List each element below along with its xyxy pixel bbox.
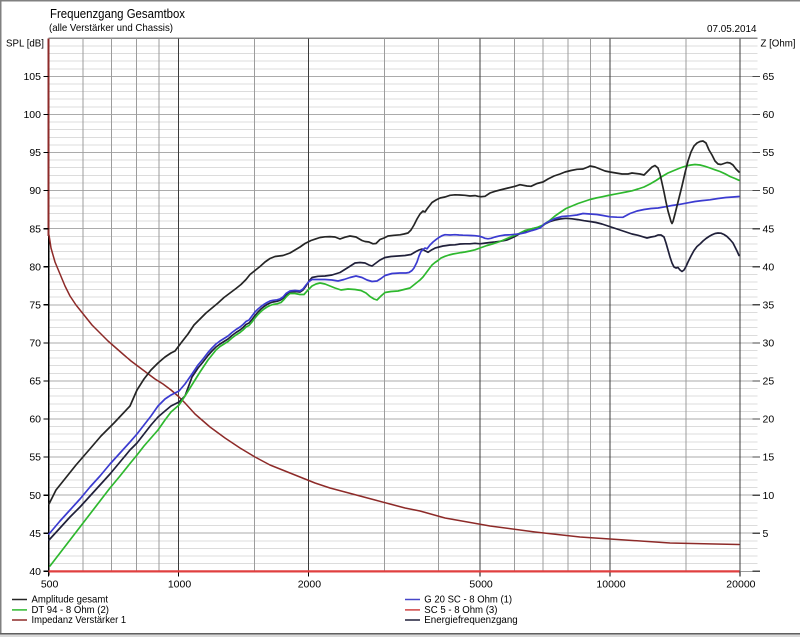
svg-text:70: 70	[29, 338, 41, 350]
svg-text:10000: 10000	[596, 579, 625, 591]
svg-text:Amplitude gesamt: Amplitude gesamt	[32, 595, 109, 606]
svg-text:07.05.2014: 07.05.2014	[707, 23, 757, 35]
svg-text:90: 90	[29, 185, 41, 197]
svg-text:55: 55	[29, 452, 41, 464]
svg-text:10: 10	[763, 490, 775, 502]
svg-text:DT 94 - 8 Ohm (2): DT 94 - 8 Ohm (2)	[32, 605, 110, 616]
svg-text:45: 45	[29, 528, 41, 540]
svg-text:45: 45	[763, 223, 775, 235]
svg-text:50: 50	[29, 490, 41, 502]
svg-text:65: 65	[29, 376, 41, 388]
svg-text:75: 75	[29, 299, 41, 311]
svg-text:15: 15	[763, 452, 775, 464]
svg-text:Impedanz Verstärker 1: Impedanz Verstärker 1	[32, 615, 127, 626]
svg-text:20000: 20000	[726, 579, 755, 591]
svg-text:5000: 5000	[469, 579, 493, 591]
svg-text:35: 35	[763, 299, 775, 311]
svg-text:(alle Verstärker und Chassis): (alle Verstärker und Chassis)	[49, 22, 173, 34]
svg-text:60: 60	[763, 109, 775, 121]
svg-text:2000: 2000	[298, 579, 322, 591]
svg-text:Energiefrequenzgang: Energiefrequenzgang	[424, 615, 517, 626]
svg-text:95: 95	[29, 147, 41, 159]
svg-text:55: 55	[763, 147, 775, 159]
svg-text:40: 40	[29, 566, 41, 578]
svg-text:85: 85	[29, 223, 41, 235]
svg-text:100: 100	[23, 109, 41, 121]
svg-text:Frequenzgang Gesamtbox: Frequenzgang Gesamtbox	[50, 6, 185, 21]
svg-text:40: 40	[763, 261, 775, 273]
svg-text:500: 500	[41, 579, 59, 591]
svg-text:60: 60	[29, 414, 41, 426]
svg-text:5: 5	[763, 528, 769, 540]
svg-text:25: 25	[763, 376, 775, 388]
svg-text:SPL [dB]: SPL [dB]	[6, 38, 44, 50]
svg-text:Z [Ohm]: Z [Ohm]	[761, 38, 796, 50]
svg-text:65: 65	[763, 71, 775, 83]
svg-text:50: 50	[763, 185, 775, 197]
svg-text:30: 30	[763, 338, 775, 350]
svg-text:G 20 SC - 8 Ohm (1): G 20 SC - 8 Ohm (1)	[424, 595, 512, 606]
svg-text:SC 5 - 8 Ohm (3): SC 5 - 8 Ohm (3)	[424, 605, 497, 616]
svg-text:1000: 1000	[168, 579, 192, 591]
svg-text:20: 20	[763, 414, 775, 426]
svg-text:105: 105	[23, 71, 41, 83]
svg-text:80: 80	[29, 261, 41, 273]
